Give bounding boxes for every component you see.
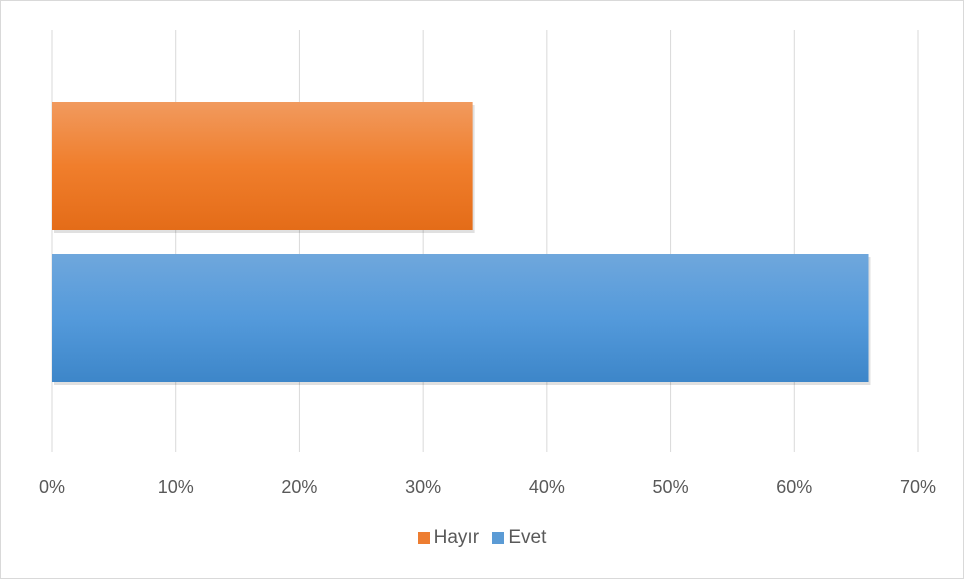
x-tick-label: 60%	[776, 477, 812, 497]
x-tick-label: 20%	[281, 477, 317, 497]
legend-label-hayir: Hayır	[433, 527, 480, 548]
legend-swatch-evet	[492, 532, 505, 544]
legend-item-evet: Evet	[492, 527, 546, 549]
legend-swatch-hayir	[417, 532, 430, 544]
x-tick-label: 50%	[653, 477, 689, 497]
gridlines	[51, 30, 919, 452]
x-tick-label: 0%	[39, 477, 65, 497]
bar-hayir	[52, 102, 473, 230]
x-tick-label: 70%	[900, 477, 936, 497]
bars	[52, 102, 871, 385]
legend-item-hayir: Hayır	[417, 527, 480, 549]
legend-label-evet: Evet	[508, 527, 547, 548]
x-axis-ticks: 0% 10% 20% 30% 40% 50% 60% 70%	[39, 477, 936, 497]
bar-evet	[52, 254, 869, 382]
x-tick-label: 30%	[405, 477, 441, 497]
x-tick-label: 40%	[529, 477, 565, 497]
legend: Hayır Evet	[0, 527, 964, 550]
x-tick-label: 10%	[158, 477, 194, 497]
